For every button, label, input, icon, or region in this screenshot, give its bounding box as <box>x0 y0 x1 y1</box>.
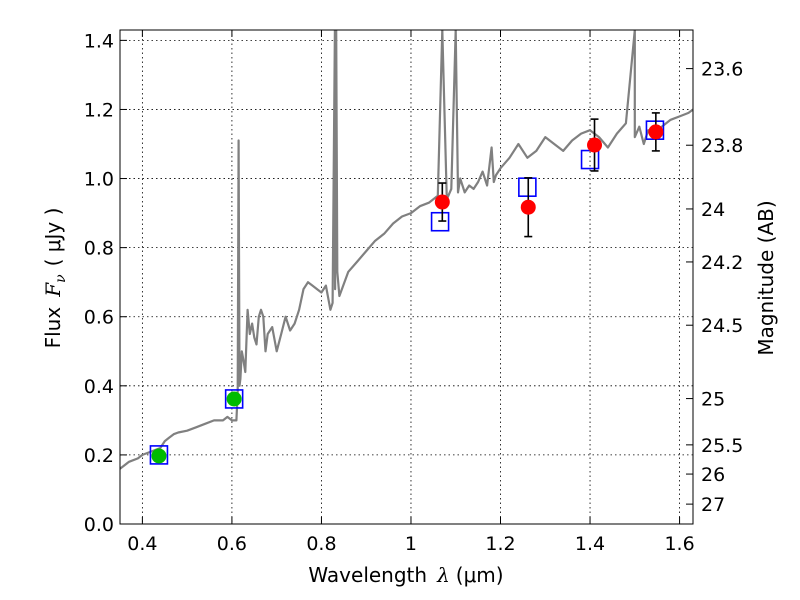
series-layer <box>120 30 693 470</box>
y2-axis-title: Magnitude (AB) <box>754 200 778 355</box>
model-photometry-square <box>518 177 537 197</box>
y2-tick-label: 24.2 <box>701 252 743 274</box>
y2-tick-label: 25.5 <box>701 435 743 457</box>
x-axis-title: Wavelength λ (μm) <box>308 563 503 587</box>
x-tick-label: 0.8 <box>306 533 336 555</box>
observed-point-red <box>520 199 536 215</box>
ticks: 0.4 0.6 0.8 1 1.2 1.4 1.6 0.0 0.2 0.4 0.6 0.8 1.0 1.2… <box>84 30 743 555</box>
grid <box>120 30 693 525</box>
y-tick-label: 0.0 <box>84 514 114 536</box>
y-tick-label: 0.4 <box>84 376 114 398</box>
y2-tick-label: 26 <box>701 464 725 486</box>
x-tick-label: 1.4 <box>575 533 605 555</box>
model-photometry-square <box>149 445 169 465</box>
x-tick-label: 1 <box>405 533 417 555</box>
observed-point-green <box>151 448 167 464</box>
y2-tick-label: 25 <box>701 389 725 411</box>
y2-tick-label: 24.5 <box>701 315 743 337</box>
model-photometry-square <box>224 389 244 409</box>
x-tick-label: 1.2 <box>485 533 515 555</box>
x-tick-label: 0.6 <box>217 533 247 555</box>
model-spectrum-line <box>120 30 693 470</box>
y2-tick-label: 23.6 <box>701 59 743 81</box>
y-axis-title: FluxFν( μJy ) <box>41 208 69 349</box>
y2-tick-label: 27 <box>701 494 725 516</box>
y-tick-label: 0.8 <box>84 238 114 260</box>
y2-tick-label: 24 <box>701 199 725 221</box>
observed-point-red <box>434 194 450 210</box>
series-group <box>120 30 693 470</box>
x-tick-label: 1.6 <box>664 533 694 555</box>
model-photometry-square <box>430 211 450 232</box>
observed-point-green <box>226 391 242 407</box>
y-tick-label: 1.4 <box>84 30 114 52</box>
y-tick-label: 0.6 <box>84 307 114 329</box>
y2-tick-label: 23.8 <box>701 135 743 157</box>
observed-point-red <box>587 137 603 153</box>
x-tick-label: 0.4 <box>127 533 157 555</box>
y-tick-label: 1.2 <box>84 99 114 121</box>
y-tick-label: 0.2 <box>84 445 114 467</box>
y-tick-label: 1.0 <box>84 169 114 191</box>
observed-point-red <box>648 124 664 140</box>
plot-frame <box>119 29 694 525</box>
